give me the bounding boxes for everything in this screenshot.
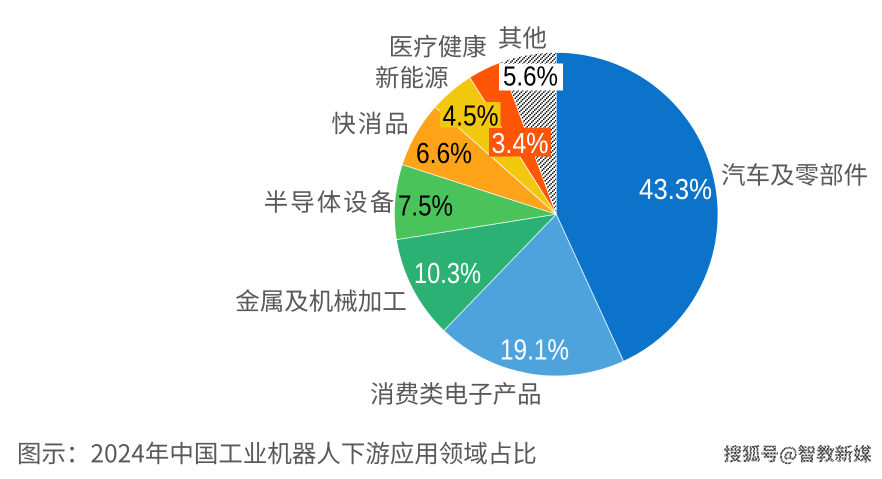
svg-text:6.6%: 6.6% [416, 138, 472, 170]
svg-text:5.6%: 5.6% [503, 61, 558, 92]
svg-text:10.3%: 10.3% [414, 258, 481, 290]
svg-text:7.5%: 7.5% [398, 191, 453, 223]
svg-text:4.5%: 4.5% [443, 101, 499, 133]
svg-text:3.4%: 3.4% [492, 128, 549, 160]
svg-text:19.1%: 19.1% [500, 335, 569, 367]
svg-text:43.3%: 43.3% [639, 174, 712, 206]
